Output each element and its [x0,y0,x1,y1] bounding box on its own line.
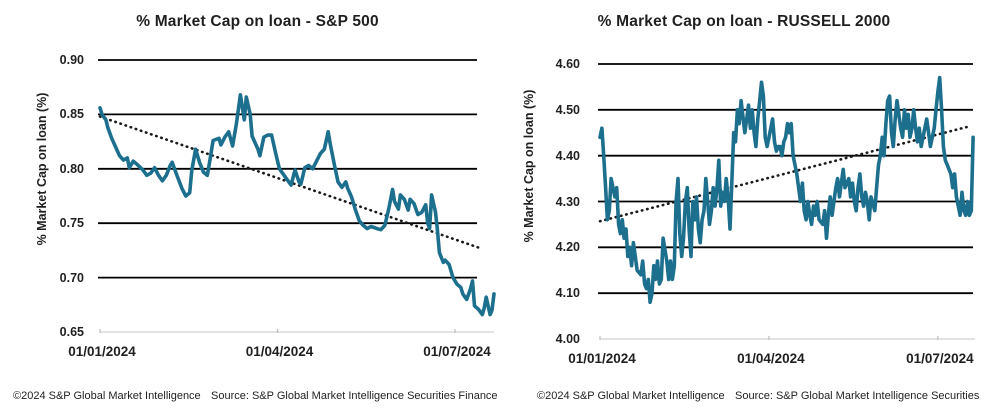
sp500-series-line [98,93,496,317]
source-text-right: Source: S&P Global Market Intelligence S… [735,390,980,402]
sp500-y-tick-label: 0.90 [59,53,84,67]
russell2000-x-tick-label: 01/04/2024 [737,351,805,366]
sp500-x-tick-label: 01/07/2024 [423,344,491,359]
sp500-chart-title: % Market Cap on loan - S&P 500 [136,13,379,30]
sp500-x-tick-label: 01/04/2024 [245,344,314,359]
sp500-y-tick-label: 0.85 [59,107,84,122]
russell2000-y-tick-label: 4.40 [555,148,580,163]
russell2000-y-tick-label: 4.50 [555,102,580,117]
russell2000-y-tick-label: 4.20 [555,240,580,255]
sp500-y-tick-label: 0.75 [59,216,84,231]
russell2000-trendline [598,124,973,223]
source-text-left: Source: S&P Global Market Intelligence S… [211,390,498,402]
sp500-y-tick-label: 0.65 [59,325,84,339]
sp500-y-tick-label: 0.80 [59,161,84,176]
russell2000-x-tick-label: 01/07/2024 [906,351,974,366]
russell2000-x-tick-label: 01/01/2024 [568,351,636,366]
sp500-y-tick-label: 0.70 [59,270,84,285]
sp500-x-tick-label: 01/01/2024 [68,344,136,359]
copyright-text-right: ©2024 S&P Global Market Intelligence [537,390,725,402]
copyright-text-left: ©2024 S&P Global Market Intelligence [13,390,201,402]
russell2000-y-tick-label: 4.00 [555,332,580,346]
russell2000-y-tick-label: 4.30 [555,194,580,209]
russell2000-series-line [598,75,975,305]
russell2000-y-tick-label: 4.60 [555,57,580,71]
russell2000-chart-title: % Market Cap on loan - RUSSELL 2000 [597,13,891,30]
russell2000-y-tick-label: 4.10 [555,286,580,301]
